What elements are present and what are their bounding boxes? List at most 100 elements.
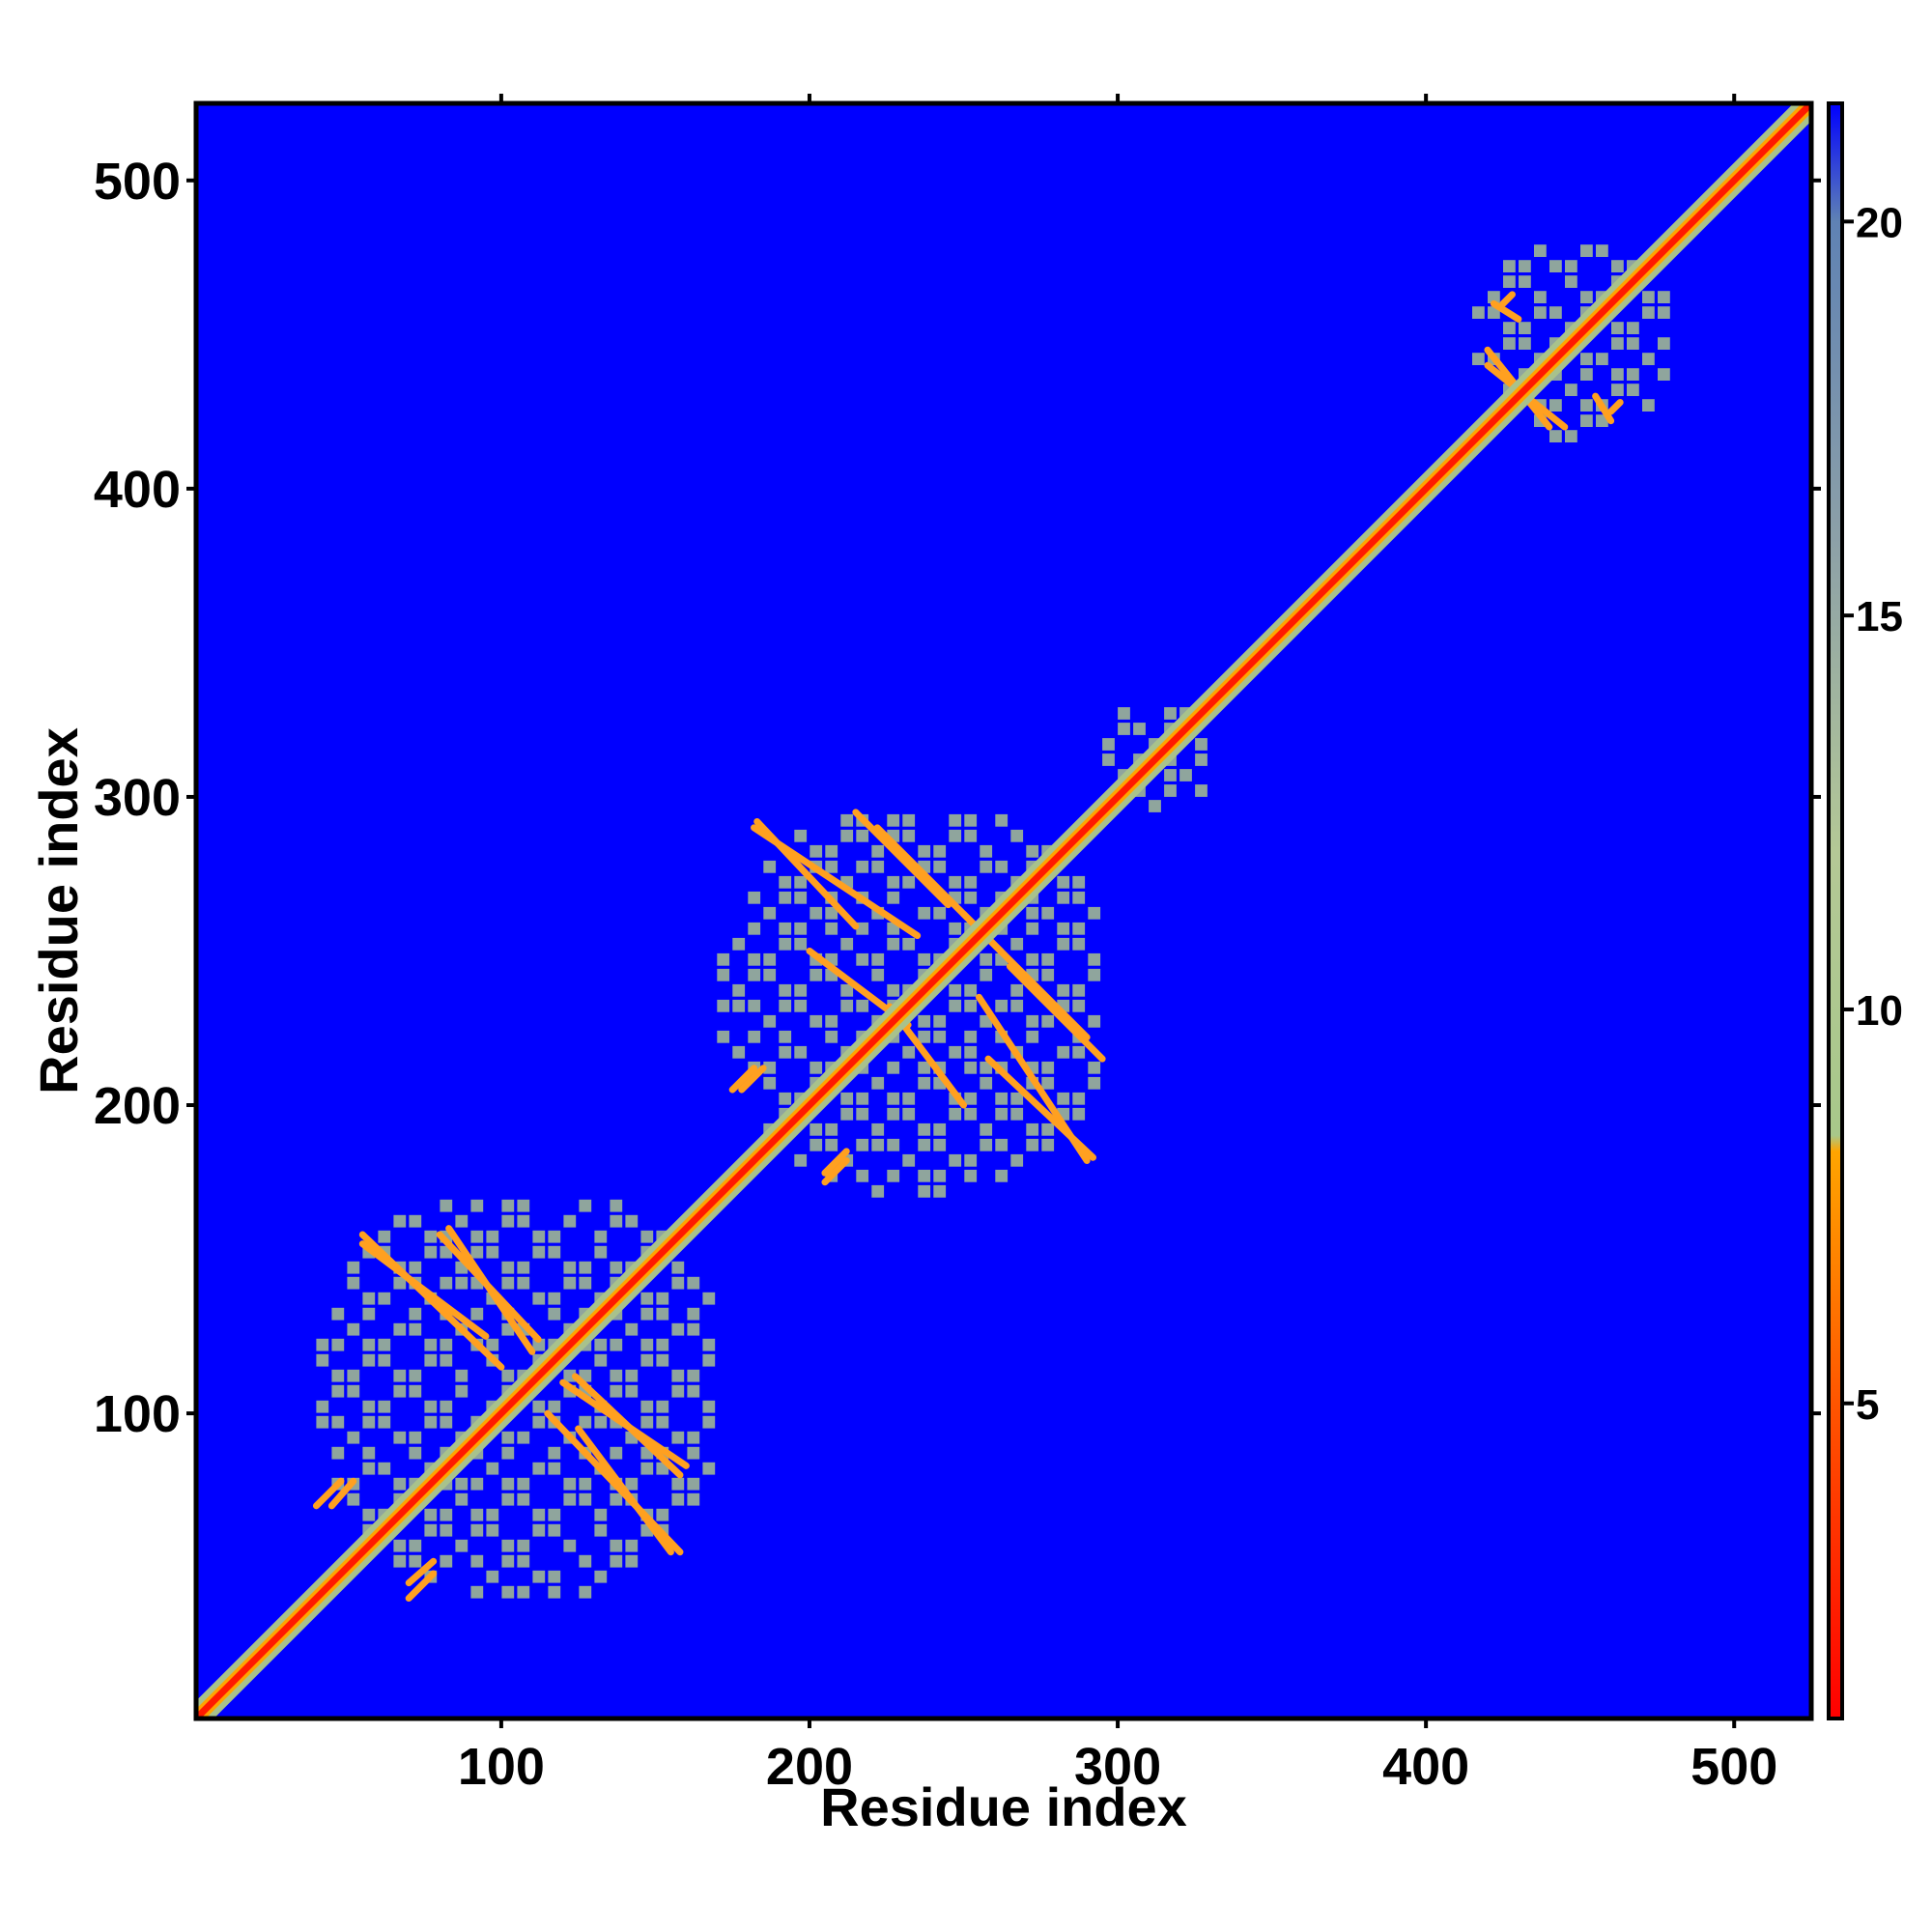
domain-cell [887,1092,900,1105]
domain-cell [656,1338,669,1351]
domain-cell [763,860,777,873]
domain-cell [918,1184,931,1198]
contact-line-4-sym [405,1570,438,1603]
domain-cell [1596,244,1608,257]
domain-cell [610,1338,623,1351]
domain-cell [1580,414,1593,427]
domain-cell [347,1384,360,1398]
domain-cell [563,1539,577,1552]
domain-cell [1565,430,1577,442]
domain-cell [1088,1076,1101,1090]
domain-cell [1565,260,1577,272]
domain-cell [579,1415,592,1429]
domain-cell [902,1045,916,1059]
domain-cell [964,1030,978,1043]
domain-cell [563,1261,577,1274]
domain-cell [1195,738,1208,751]
domain-cell [1580,368,1593,381]
domain-cell [825,860,838,873]
domain-cell [1642,399,1655,412]
domain-cell [1041,1076,1055,1090]
domain-cell [486,1245,499,1259]
domain-cell [717,999,730,1012]
domain-cell [1026,1030,1039,1043]
colorbar-tick-label: 5 [1856,1381,1879,1429]
domain-cell [501,1431,515,1444]
domain-cell [594,1245,608,1259]
domain-cell [794,891,808,904]
y-axis: 100 200 300 400 500 [94,153,1821,1443]
domain-cell [331,1307,345,1321]
domain-cell [732,937,746,951]
domain-cell [1642,306,1655,319]
domain-cell [779,1092,792,1105]
domain-cell [331,1415,345,1429]
domain-cell [455,1384,469,1398]
domain-cell [610,1214,623,1228]
domain-cell [949,999,962,1012]
domain-cell [1072,1045,1086,1059]
domain-cell [1088,968,1101,981]
domain-cell [548,1508,561,1521]
domain-cell [902,829,916,842]
domain-cell [918,1122,931,1136]
contact-line-11 [728,1065,758,1094]
domain-cell [440,1523,453,1537]
domain-cell [687,1307,700,1321]
domain-cell [702,1400,716,1413]
domain-cell [470,1554,484,1568]
domain-cell [1010,999,1024,1012]
domain-cell [393,1384,407,1398]
domain-cell [455,1276,469,1290]
domain-cell [625,1369,639,1382]
domain-cell [440,1415,453,1429]
domain-cell [1072,999,1086,1012]
domain-cell [424,1245,438,1259]
domain-cell [548,1570,561,1583]
domain-cell [779,1045,792,1059]
domain-cell [687,1276,700,1290]
y-tick-label: 500 [94,153,181,211]
domain-cell [748,1030,761,1043]
domain-cell [548,1307,561,1321]
colorbar-ticks: 5 10 15 20 [1842,199,1903,1429]
domain-cell [1026,906,1039,920]
domain-cell [887,891,900,904]
contact-line-7-sym [1006,962,1106,1063]
domain-cell [779,1030,792,1043]
domain-cell [362,1446,376,1460]
domain-cell [579,1199,592,1212]
domain-cell [671,1431,685,1444]
colorbar-gradient [1827,101,1844,1720]
domain-cell [532,1508,546,1521]
domain-cell [470,1230,484,1243]
domain-cell [362,1338,376,1351]
domain-cell [1611,337,1624,350]
domain-cell [409,1539,422,1552]
domain-cell [393,1369,407,1382]
domain-cell [594,1415,608,1429]
domain-cell [964,1092,978,1105]
domain-cell [794,1153,808,1167]
colorbar-tick-label: 10 [1856,987,1903,1035]
x-axis-title: Residue index [820,1776,1187,1837]
domain-cell [486,1230,499,1243]
domain-cell [656,1292,669,1305]
domain-cell [1041,1061,1055,1074]
domain-cell [1026,1122,1039,1136]
domain-cell [1072,891,1086,904]
domain-cell [378,1353,391,1367]
domain-cell [1658,368,1670,381]
domain-cell [763,1061,777,1074]
domain-cell [1010,937,1024,951]
domain-cell [933,906,947,920]
domain-cell [964,875,978,889]
domain-cell [455,1492,469,1506]
domain-cell [902,1092,916,1105]
domain-cell [825,1138,838,1151]
domain-cell [409,1322,422,1336]
domain-cell [1041,952,1055,966]
domain-cell [763,968,777,981]
domain-cell [640,1353,654,1367]
domain-cell [810,1061,823,1074]
